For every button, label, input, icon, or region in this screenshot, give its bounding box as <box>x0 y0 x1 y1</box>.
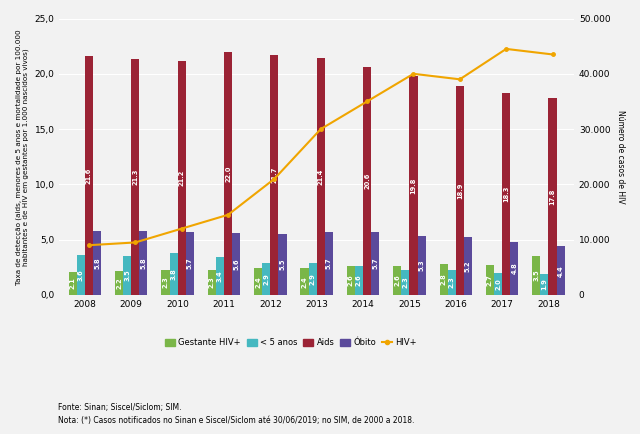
Bar <box>324 232 333 295</box>
Bar <box>115 271 123 295</box>
Text: 2.9: 2.9 <box>310 273 316 285</box>
Text: 5.8: 5.8 <box>94 257 100 269</box>
Bar <box>270 55 278 295</box>
Text: 3.6: 3.6 <box>78 269 84 281</box>
Bar <box>532 256 540 295</box>
Text: 2.3: 2.3 <box>163 276 168 288</box>
Bar <box>502 92 510 295</box>
Text: 5.5: 5.5 <box>280 259 285 270</box>
Text: 17.8: 17.8 <box>550 188 556 205</box>
Text: 2.4: 2.4 <box>301 276 307 288</box>
Text: 5.7: 5.7 <box>372 258 378 269</box>
Text: 2.7: 2.7 <box>487 274 493 286</box>
Bar <box>371 232 380 295</box>
Text: 2.6: 2.6 <box>394 275 400 286</box>
Bar <box>77 255 85 295</box>
Text: 20.6: 20.6 <box>364 173 370 189</box>
Text: 21.6: 21.6 <box>86 168 92 184</box>
Bar <box>540 274 548 295</box>
Text: 5.6: 5.6 <box>233 258 239 270</box>
Text: 4.8: 4.8 <box>511 263 517 274</box>
Text: 3.4: 3.4 <box>217 270 223 282</box>
Bar <box>401 270 410 295</box>
Text: 19.8: 19.8 <box>410 178 417 194</box>
Text: 2.3: 2.3 <box>209 276 215 288</box>
Text: 1.9: 1.9 <box>541 279 547 290</box>
Bar <box>68 272 77 295</box>
Text: 4.4: 4.4 <box>557 265 564 276</box>
Text: 5.7: 5.7 <box>326 258 332 269</box>
Bar <box>317 58 324 295</box>
Text: 2.1: 2.1 <box>70 277 76 289</box>
Bar <box>131 59 140 295</box>
Bar <box>85 56 93 295</box>
Bar <box>557 247 564 295</box>
Text: 2.8: 2.8 <box>440 273 447 286</box>
Text: Nota: (*) Casos notificados no Sinan e Siscel/Siclom até 30/06/2019; no SIM, de : Nota: (*) Casos notificados no Sinan e S… <box>58 416 414 425</box>
Text: 21.7: 21.7 <box>271 167 277 183</box>
Bar <box>262 263 270 295</box>
Bar <box>548 98 557 295</box>
Bar <box>224 52 232 295</box>
Y-axis label: Número de casos de HIV: Número de casos de HIV <box>616 110 625 204</box>
Bar <box>278 234 287 295</box>
Bar <box>93 231 101 295</box>
Bar <box>300 268 308 295</box>
Text: 2.3: 2.3 <box>403 276 408 288</box>
Bar <box>494 273 502 295</box>
Text: 2.6: 2.6 <box>348 275 354 286</box>
Text: 2.9: 2.9 <box>263 273 269 285</box>
Text: 18.9: 18.9 <box>457 182 463 199</box>
Bar <box>161 270 170 295</box>
Text: Fonte: Sinan; Siscel/Siclom; SIM.: Fonte: Sinan; Siscel/Siclom; SIM. <box>58 403 181 412</box>
Legend: Gestante HIV+, < 5 anos, Aids, Óbito, HIV+: Gestante HIV+, < 5 anos, Aids, Óbito, HI… <box>161 335 420 351</box>
Text: 2.2: 2.2 <box>116 277 122 289</box>
Bar <box>355 266 363 295</box>
Text: 21.4: 21.4 <box>317 168 324 185</box>
Bar <box>486 265 494 295</box>
Bar <box>456 86 464 295</box>
Text: 2.3: 2.3 <box>449 276 454 288</box>
Text: 22.0: 22.0 <box>225 165 231 181</box>
Text: 2.6: 2.6 <box>356 275 362 286</box>
Text: 21.2: 21.2 <box>179 170 185 186</box>
Bar <box>308 263 317 295</box>
Bar <box>464 237 472 295</box>
Bar <box>417 237 426 295</box>
Text: 5.2: 5.2 <box>465 260 471 272</box>
Bar <box>393 266 401 295</box>
Text: 2.4: 2.4 <box>255 276 261 288</box>
Bar <box>510 242 518 295</box>
Bar <box>447 270 456 295</box>
Bar <box>254 268 262 295</box>
Text: 5.3: 5.3 <box>419 260 424 272</box>
Bar <box>440 264 447 295</box>
Bar <box>208 270 216 295</box>
Text: 2.0: 2.0 <box>495 278 501 290</box>
Bar <box>140 231 147 295</box>
Bar <box>363 67 371 295</box>
Bar <box>216 257 224 295</box>
Text: 18.3: 18.3 <box>503 186 509 202</box>
Bar <box>347 266 355 295</box>
Bar <box>123 256 131 295</box>
Bar <box>410 76 417 295</box>
Text: 3.5: 3.5 <box>124 270 130 281</box>
Text: 3.8: 3.8 <box>171 268 177 280</box>
Bar <box>186 232 194 295</box>
Y-axis label: Taxa de detecção (aids, menores de 5 anos e mortalidade por 100.000
habitantes e: Taxa de detecção (aids, menores de 5 ano… <box>15 29 29 285</box>
Text: 5.7: 5.7 <box>187 258 193 269</box>
Text: 21.3: 21.3 <box>132 169 138 185</box>
Bar <box>232 233 240 295</box>
Bar <box>170 253 178 295</box>
Text: 3.5: 3.5 <box>533 270 540 281</box>
Bar <box>178 60 186 295</box>
Text: 5.8: 5.8 <box>140 257 147 269</box>
